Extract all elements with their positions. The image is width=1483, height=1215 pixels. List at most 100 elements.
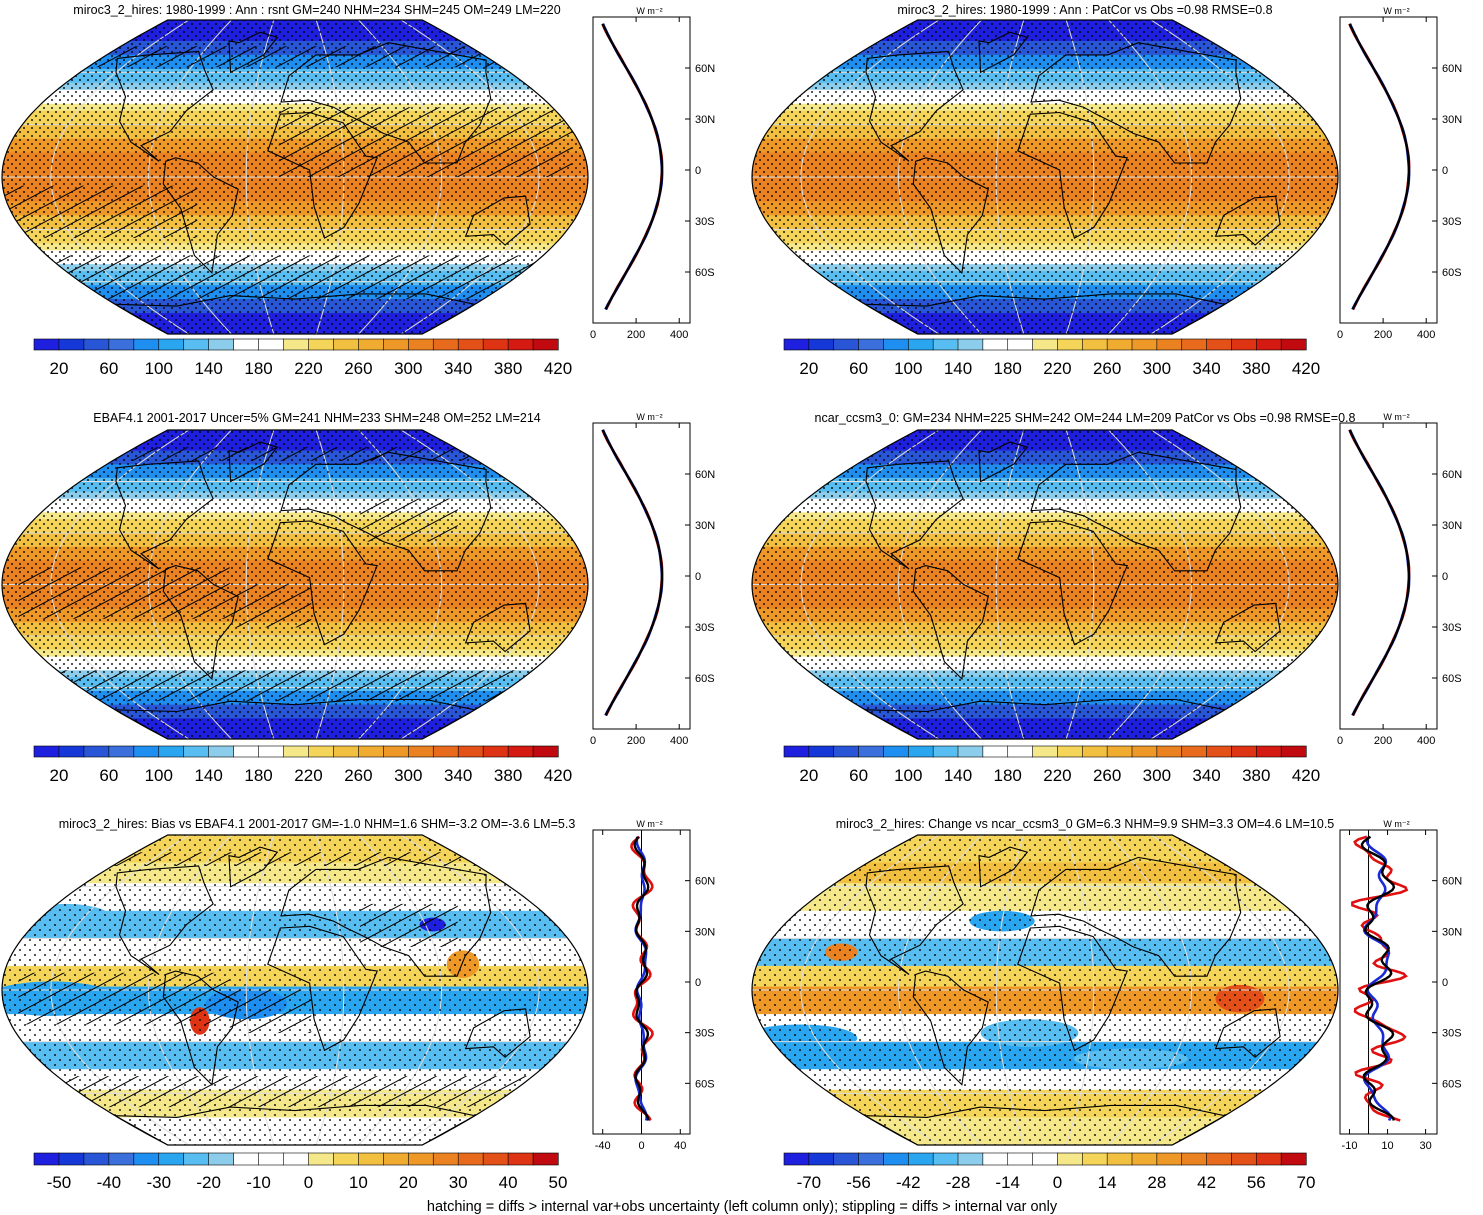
- colorbar-swatch: [283, 1152, 310, 1166]
- colorbar-swatch: [58, 338, 85, 351]
- panel-title: ncar_ccsm3_0: GM=234 NHM=225 SHM=242 OM=…: [815, 411, 1356, 425]
- panel-6: miroc3_2_hires: Change vs ncar_ccsm3_0 G…: [751, 817, 1462, 1192]
- colorbar-swatch: [1081, 338, 1108, 351]
- zonal-lat-tick: 0: [695, 571, 701, 583]
- zonal-curve: [1348, 23, 1411, 310]
- zonal-x-tick: 0: [1337, 735, 1343, 747]
- colorbar-label: 300: [1143, 359, 1171, 378]
- colorbar-label: 20: [49, 766, 68, 785]
- colorbar-swatch: [507, 745, 534, 758]
- hatching: [2, 46, 588, 300]
- colorbar-swatch: [83, 1152, 110, 1166]
- zonal-x-tick: 200: [1374, 735, 1392, 747]
- colorbar-swatch: [33, 1152, 60, 1166]
- colorbar-swatch: [33, 745, 60, 758]
- colorbar-swatch: [208, 1152, 235, 1166]
- colorbar-label: 340: [444, 766, 472, 785]
- zonal-x-tick: 40: [674, 1140, 686, 1152]
- colorbar-label: -10: [246, 1173, 271, 1192]
- colorbar-label: 260: [344, 359, 372, 378]
- colorbar-label: 100: [894, 359, 922, 378]
- colorbar-swatch: [1131, 338, 1158, 351]
- colorbar-swatch: [532, 338, 559, 351]
- zonal-lat-tick: 60N: [695, 63, 715, 75]
- colorbar-label: 14: [1098, 1173, 1117, 1192]
- zonal-x-tick: 400: [670, 329, 688, 341]
- colorbar-swatch: [83, 338, 110, 351]
- colorbar-swatch: [783, 338, 810, 351]
- colorbar-swatch: [1156, 745, 1183, 758]
- zonal-unit: W m⁻²: [636, 6, 662, 16]
- zonal-lat-tick: 30N: [1442, 114, 1462, 126]
- zonal-x-tick: 0: [590, 735, 596, 747]
- colorbar: 20 60 100 140 180 220 260 300 340 380 420: [783, 745, 1320, 785]
- zonal-mean-plot: W m⁻² 0 200 400 60N 30N 0 30S 60S: [1337, 6, 1462, 341]
- colorbar-label: 42: [1197, 1173, 1216, 1192]
- colorbar-swatch: [982, 745, 1009, 758]
- zonal-lat-tick: 30N: [695, 520, 715, 532]
- colorbar-swatch: [1081, 1152, 1108, 1166]
- colorbar-swatch: [383, 1152, 409, 1166]
- zonal-x-tick: 400: [1417, 329, 1435, 341]
- colorbar-swatch: [407, 745, 434, 758]
- colorbar-label: -28: [946, 1173, 971, 1192]
- colorbar-swatch: [1181, 745, 1208, 758]
- colorbar-label: 140: [194, 766, 222, 785]
- colorbar-swatch: [208, 745, 235, 758]
- colorbar-swatch: [333, 1152, 359, 1166]
- colorbar-swatch: [1032, 1152, 1059, 1166]
- figure-footer-note: hatching = diffs > internal var+obs unce…: [427, 1199, 1058, 1215]
- colorbar-swatch: [932, 745, 959, 758]
- colorbar-label: -50: [47, 1173, 72, 1192]
- colorbar-swatch: [783, 1152, 810, 1166]
- colorbar-swatch: [1206, 338, 1233, 351]
- colorbar-swatch: [907, 338, 934, 351]
- zonal-lat-tick: 60N: [1442, 876, 1462, 888]
- colorbar-swatch: [532, 1152, 559, 1166]
- colorbar-swatch: [1032, 745, 1059, 758]
- colorbar-swatch: [108, 745, 135, 758]
- map-field: [2, 430, 588, 739]
- colorbar-label: -14: [995, 1173, 1020, 1192]
- coastlines: [114, 846, 531, 1145]
- colorbar-swatch: [1131, 1152, 1158, 1166]
- colorbar-swatch: [1007, 1152, 1034, 1166]
- colorbar-swatch: [383, 338, 409, 351]
- colorbar-label: 380: [1242, 359, 1270, 378]
- colorbar-swatch: [482, 338, 509, 351]
- zonal-curve: [1362, 836, 1392, 1122]
- colorbar-swatch: [133, 1152, 160, 1166]
- colorbar-swatch: [233, 338, 260, 351]
- zonal-lat-tick: 30N: [1442, 926, 1462, 938]
- panel-4: ncar_ccsm3_0: GM=234 NHM=225 SHM=242 OM=…: [751, 411, 1462, 785]
- zonal-lat-tick: 30S: [1442, 622, 1462, 634]
- colorbar-swatch: [158, 1152, 185, 1166]
- zonal-lat-tick: 30S: [695, 622, 715, 634]
- zonal-lat-tick: 60S: [1442, 1078, 1462, 1090]
- panel-title: miroc3_2_hires: Change vs ncar_ccsm3_0 G…: [836, 817, 1335, 831]
- colorbar-swatch: [407, 338, 434, 351]
- colorbar-label: 100: [894, 766, 922, 785]
- colorbar-swatch: [308, 745, 335, 758]
- colorbar-label: 180: [994, 359, 1022, 378]
- colorbar-swatch: [482, 745, 509, 758]
- colorbar-label: 60: [849, 359, 868, 378]
- colorbar-swatch: [457, 1152, 484, 1166]
- zonal-unit: W m⁻²: [1383, 6, 1409, 16]
- colorbar-label: 380: [494, 766, 522, 785]
- colorbar-swatch: [383, 745, 409, 758]
- colorbar-swatch: [808, 745, 835, 758]
- colorbar-swatch: [1131, 745, 1158, 758]
- colorbar-swatch: [108, 338, 135, 351]
- colorbar-swatch: [907, 745, 934, 758]
- colorbar-label: -20: [196, 1173, 221, 1192]
- colorbar-label: 60: [849, 766, 868, 785]
- zonal-lat-tick: 0: [695, 165, 701, 177]
- colorbar-label: 340: [444, 359, 472, 378]
- colorbar-swatch: [183, 338, 210, 351]
- colorbar-label: 420: [544, 766, 572, 785]
- coastlines: [114, 441, 531, 739]
- colorbar-label: -40: [97, 1173, 122, 1192]
- zonal-x-tick: -40: [595, 1140, 611, 1152]
- colorbar: 20 60 100 140 180 220 260 300 340 380 420: [33, 745, 572, 785]
